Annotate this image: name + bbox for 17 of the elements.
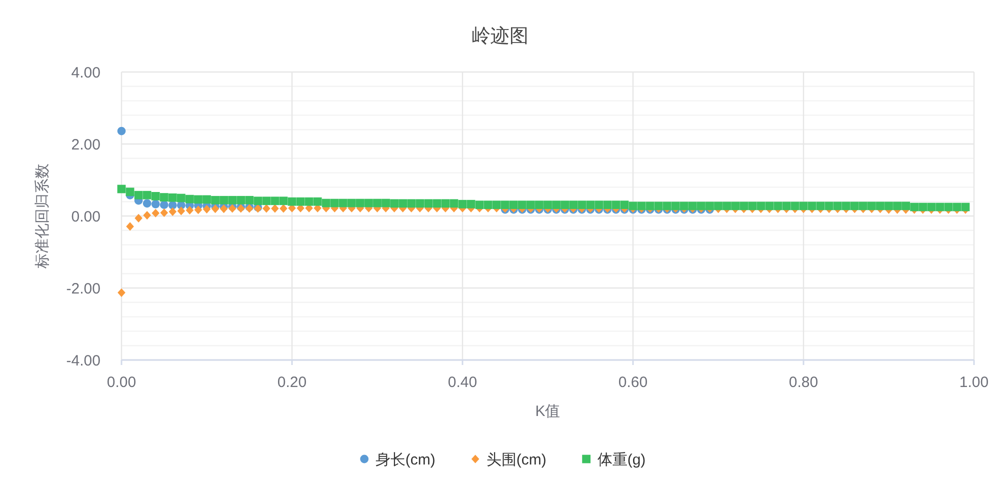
y-label: 标准化回归系数 bbox=[34, 164, 51, 268]
x-tick-label: 0.60 bbox=[618, 374, 648, 391]
title: 岭迹图 bbox=[472, 26, 528, 47]
y-tick-label: 0.00 bbox=[71, 208, 100, 226]
legend-label: 头围(cm) bbox=[486, 452, 546, 468]
legend-label: 身长(cm) bbox=[375, 452, 436, 468]
legend-label: 体重(g) bbox=[597, 452, 646, 468]
x-tick-label: 1.00 bbox=[959, 374, 989, 391]
x-tick-label: 0.20 bbox=[277, 374, 307, 391]
x-label: K值 bbox=[535, 403, 560, 420]
y-tick-label: 2.00 bbox=[71, 136, 100, 154]
x-tick-label: 0.80 bbox=[788, 374, 818, 391]
y-tick-label: 4.00 bbox=[71, 64, 100, 82]
x-tick-label: 0.00 bbox=[106, 374, 136, 391]
x-tick-label: 0.40 bbox=[448, 374, 478, 391]
y-tick-label: -2.00 bbox=[66, 280, 100, 298]
y-tick-label: -4.00 bbox=[66, 352, 100, 370]
